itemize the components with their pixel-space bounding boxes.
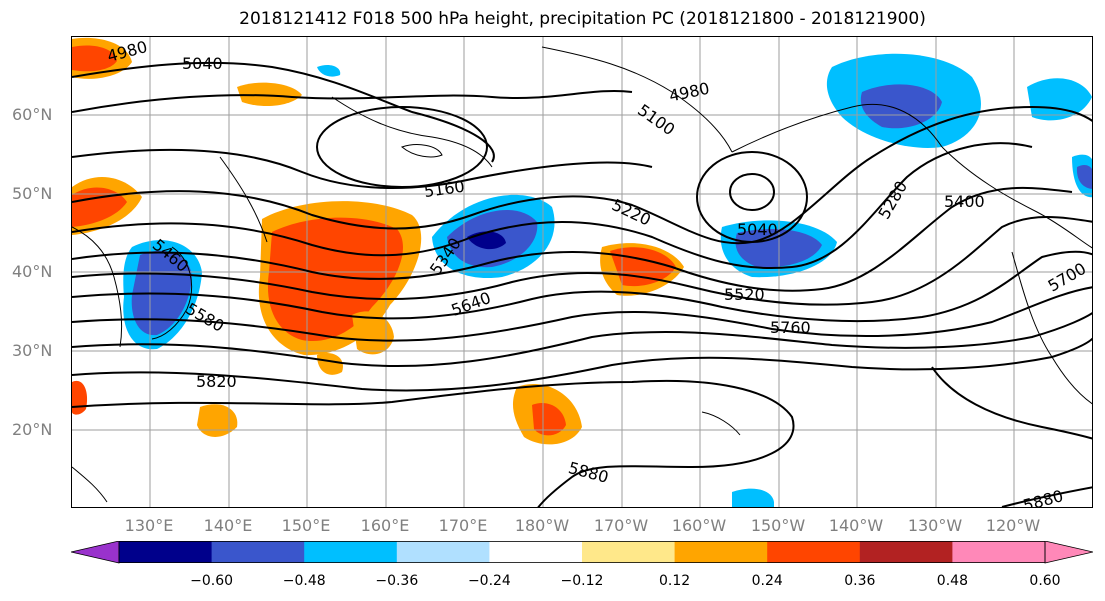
contour-label: 5040	[737, 220, 778, 239]
height-contours	[72, 61, 1092, 507]
map-frame: 4980 5040 4980 5100 5160 5220 5040 5280 …	[71, 36, 1093, 508]
colorbar-tick-label: −0.12	[560, 573, 604, 589]
colorbar-tick-label: 0.36	[844, 573, 876, 589]
colorbar-extend-high	[1044, 541, 1093, 564]
lon-label: 140°E	[203, 516, 253, 535]
colorbar-segment	[119, 541, 213, 563]
contour-label: 5760	[770, 318, 811, 337]
lon-label: 130°E	[124, 516, 174, 535]
gridlines	[72, 37, 1092, 507]
contour-label: 5160	[423, 177, 466, 201]
contour-label: 5400	[944, 192, 985, 211]
contour-label: 5220	[609, 195, 654, 229]
lon-label: 180°W	[514, 516, 570, 535]
lat-label-60n: 60°N	[12, 105, 53, 124]
chart-title: 2018121412 F018 500 hPa height, precipit…	[239, 9, 926, 29]
colorbar-outline	[118, 541, 1046, 563]
lon-label: 160°W	[671, 516, 727, 535]
colorbar	[71, 541, 1093, 564]
lon-label: 150°W	[750, 516, 806, 535]
colorbar-segment	[674, 541, 768, 563]
colorbar-segment	[767, 541, 861, 563]
colorbar-segment	[489, 541, 583, 563]
contour-label: 5880	[1021, 486, 1065, 508]
colorbar-tick-label: −0.24	[467, 573, 511, 589]
colorbar-extend-low	[71, 541, 120, 564]
lon-label: 130°W	[907, 516, 963, 535]
colorbar-segment	[582, 541, 676, 563]
contour-label: 4980	[667, 79, 711, 106]
contour-label: 5820	[196, 372, 237, 391]
contour-label: 5580	[183, 299, 228, 336]
colorbar-tick-label: 0.12	[659, 573, 691, 589]
colorbar-segment	[396, 541, 490, 563]
colorbar-tick-label: 0.48	[936, 573, 968, 589]
lat-label-40n: 40°N	[12, 262, 53, 281]
lon-label: 140°W	[828, 516, 884, 535]
colorbar-segment	[304, 541, 398, 563]
colorbar-tick-label: −0.36	[375, 573, 419, 589]
lat-label-50n: 50°N	[12, 184, 53, 203]
map-canvas: 4980 5040 4980 5100 5160 5220 5040 5280 …	[72, 37, 1092, 508]
lat-label-30n: 30°N	[12, 341, 53, 360]
contour-label: 5100	[634, 100, 678, 139]
colorbar-tick-label: −0.60	[190, 573, 234, 589]
colorbar-segments	[71, 541, 1093, 564]
contour-label: 5880	[566, 458, 610, 487]
contour-label: 5280	[874, 178, 911, 223]
lon-label: 170°W	[593, 516, 649, 535]
lat-label-20n: 20°N	[12, 420, 53, 439]
lon-label: 120°W	[985, 516, 1041, 535]
lon-label: 150°E	[281, 516, 331, 535]
colorbar-segment	[211, 541, 305, 563]
lon-label: 160°E	[360, 516, 410, 535]
precip-positive-regions	[72, 37, 684, 445]
colorbar-segment	[859, 541, 953, 563]
contour-label: 5040	[182, 54, 223, 73]
contour-label: 5520	[724, 285, 765, 304]
lon-label: 170°E	[438, 516, 488, 535]
colorbar-segment	[952, 541, 1046, 563]
colorbar-tick-label: 0.60	[1029, 573, 1061, 589]
colorbar-tick-label: 0.24	[751, 573, 783, 589]
contour-label: 5640	[449, 288, 494, 320]
colorbar-tick-label: −0.48	[282, 573, 326, 589]
